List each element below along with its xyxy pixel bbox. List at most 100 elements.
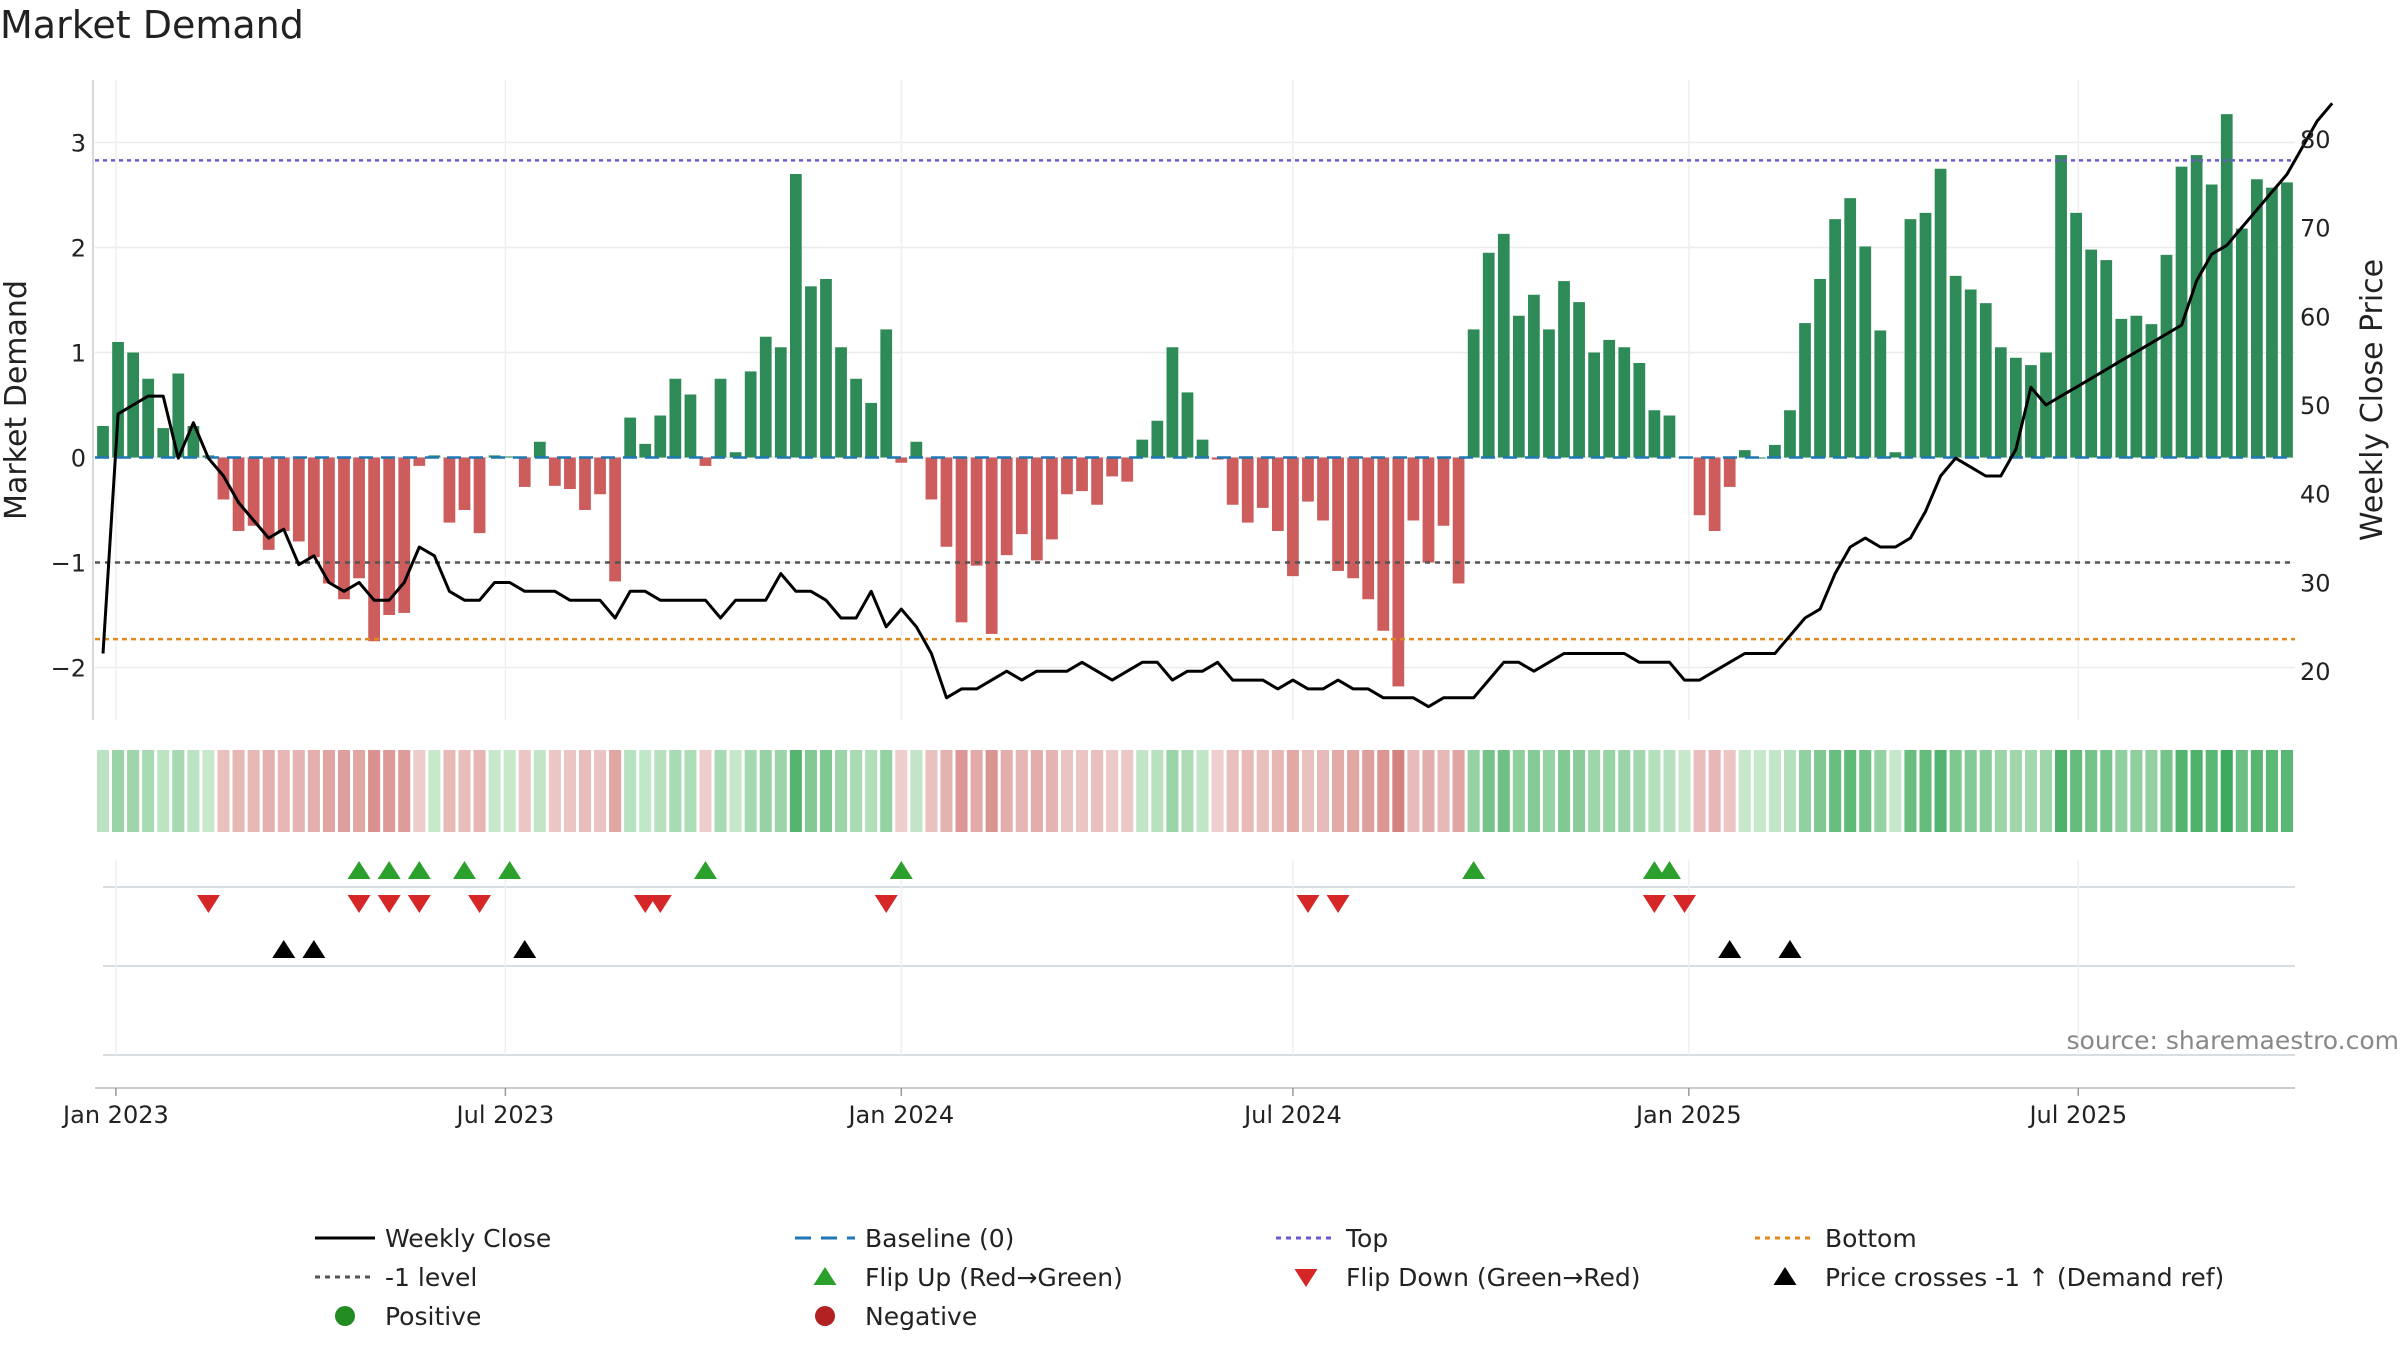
heat-cell-positive [142, 750, 155, 832]
heat-cell-positive [654, 750, 667, 832]
heat-cell-positive [2070, 750, 2083, 832]
heat-cell-negative [413, 750, 426, 832]
positive-demand-bar [1648, 410, 1661, 458]
negative-demand-bar [955, 457, 968, 623]
positive-demand-bar [850, 378, 862, 458]
heat-cell-positive [1874, 750, 1887, 832]
positive-demand-bar [654, 415, 667, 458]
heat-cell-positive [1814, 750, 1827, 832]
positive-demand-bar [1874, 330, 1887, 458]
heat-cell-positive [2235, 750, 2248, 832]
flip-down-marker [1296, 895, 1320, 913]
heat-cell-positive [910, 750, 923, 832]
heat-cell-positive [1512, 750, 1525, 832]
flip-up-marker [693, 861, 717, 879]
heat-cell-negative [322, 750, 335, 832]
x-tick-label: Jul 2025 [2027, 1101, 2127, 1129]
price-cross-marker [272, 940, 296, 958]
heat-cell-negative [985, 750, 998, 832]
positive-demand-bar [2085, 249, 2098, 458]
heat-cell-negative [1076, 750, 1089, 832]
heat-cell-negative [383, 750, 396, 832]
legend-label: Flip Up (Red→Green) [865, 1263, 1123, 1292]
source-credit: source: sharemaestro.com [2067, 1026, 2400, 1055]
negative-demand-bar [548, 457, 561, 486]
heat-cell-negative [1091, 750, 1104, 832]
heat-cell-positive [684, 750, 697, 832]
legend-label: Top [1345, 1224, 1388, 1253]
heat-cell-negative [277, 750, 290, 832]
heat-cell-positive [2055, 750, 2068, 832]
heat-cell-negative [232, 750, 245, 832]
heat-cell-positive [112, 750, 125, 832]
heat-cell-negative [594, 750, 607, 832]
flip-up-marker [1642, 861, 1666, 879]
x-tick-label: Jul 2023 [455, 1101, 555, 1129]
flip-up-marker [889, 861, 913, 879]
x-tick-label: Jul 2024 [1242, 1101, 1342, 1129]
heat-cell-positive [1859, 750, 1872, 832]
legend-item: Top [1276, 1224, 1388, 1253]
positive-demand-bar [1588, 352, 1601, 458]
y2-axis-label: Weekly Close Price [2355, 259, 2390, 541]
heat-cell-positive [1527, 750, 1540, 832]
heat-cell-negative [458, 750, 471, 832]
heat-cell-positive [1844, 750, 1857, 832]
positive-demand-bar [1979, 303, 1992, 458]
positive-demand-bar [1829, 219, 1842, 458]
legend-swatch [1773, 1267, 1797, 1285]
positive-demand-bar [1558, 281, 1570, 458]
legend-item: Weekly Close [315, 1224, 551, 1253]
heat-cell-positive [1136, 750, 1149, 832]
y2-tick-label: 20 [2300, 658, 2331, 686]
price-cross-marker [1718, 940, 1742, 958]
heat-cell-negative [970, 750, 983, 832]
positive-demand-bar [639, 443, 652, 458]
negative-demand-bar [277, 457, 290, 531]
demand-bars [97, 114, 2293, 687]
y-tick-label: −2 [51, 655, 86, 683]
price-cross-marker [513, 940, 537, 958]
negative-demand-bar [383, 457, 396, 615]
negative-demand-bar [925, 457, 938, 500]
positive-demand-bar [1769, 444, 1781, 458]
heat-cell-negative [609, 750, 622, 832]
flip-up-marker [407, 861, 431, 879]
positive-demand-bar [97, 426, 109, 458]
negative-demand-bar [579, 457, 591, 510]
heat-cell-positive [1573, 750, 1586, 832]
y-axis-ticks: −2 −1 0 1 2 3 [51, 130, 86, 683]
flip-down-marker [874, 895, 898, 913]
heat-cell-negative [1226, 750, 1239, 832]
positive-demand-bar [880, 329, 893, 458]
heat-cell-positive [1633, 750, 1646, 832]
positive-demand-bar [2145, 324, 2158, 458]
negative-demand-bar [1437, 457, 1450, 526]
negative-demand-bar [1226, 457, 1239, 505]
heat-cell-positive [835, 750, 848, 832]
negative-demand-bar [609, 457, 621, 582]
positive-demand-bar [1784, 410, 1796, 458]
heat-cell-positive [1151, 750, 1164, 832]
heat-cell-positive [714, 750, 727, 832]
heat-cell-positive [850, 750, 863, 832]
heat-cell-positive [1994, 750, 2007, 832]
positive-demand-bar [1949, 275, 1962, 458]
positive-demand-bar [1753, 457, 1766, 459]
heat-cell-positive [1557, 750, 1571, 832]
negative-demand-bar [1241, 457, 1254, 523]
heat-cell-positive [1618, 750, 1631, 832]
heat-cell-positive [1542, 750, 1555, 832]
y-tick-label: 3 [71, 130, 86, 158]
positive-demand-bar [669, 378, 682, 458]
positive-demand-bar [744, 371, 757, 458]
heat-cell-positive [2115, 750, 2128, 832]
y-tick-label: 2 [71, 235, 86, 263]
y2-tick-label: 50 [2300, 392, 2331, 420]
flip-up-marker [1657, 861, 1681, 879]
heat-cell-positive [624, 750, 637, 832]
heat-cell-positive [2205, 750, 2218, 832]
negative-demand-bar [1708, 457, 1721, 531]
positive-demand-bar [1663, 415, 1676, 458]
flip-down-marker [347, 895, 371, 913]
